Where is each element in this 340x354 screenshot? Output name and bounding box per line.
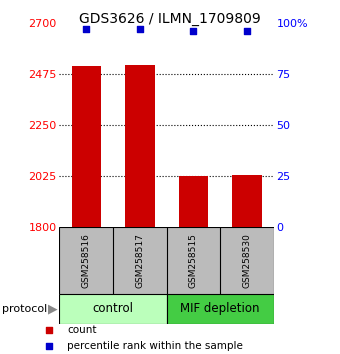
Text: count: count — [67, 325, 97, 335]
Text: control: control — [92, 302, 134, 315]
Text: GSM258516: GSM258516 — [82, 233, 91, 288]
Point — [84, 26, 89, 32]
Text: GSM258515: GSM258515 — [189, 233, 198, 288]
Text: GDS3626 / ILMN_1709809: GDS3626 / ILMN_1709809 — [79, 12, 261, 27]
Point — [46, 343, 51, 349]
Point — [191, 28, 196, 34]
Point — [244, 28, 250, 34]
Text: percentile rank within the sample: percentile rank within the sample — [67, 341, 243, 351]
Point — [137, 26, 142, 32]
Text: ▶: ▶ — [48, 302, 57, 315]
Bar — [71, 66, 101, 227]
Text: MIF depletion: MIF depletion — [181, 302, 260, 315]
Text: protocol: protocol — [2, 304, 47, 314]
Text: GSM258530: GSM258530 — [242, 233, 251, 288]
Text: GSM258517: GSM258517 — [135, 233, 144, 288]
Bar — [59, 294, 167, 324]
Bar — [178, 176, 208, 227]
Bar — [167, 294, 274, 324]
Bar — [232, 175, 262, 227]
Bar — [125, 65, 155, 227]
Point — [46, 327, 51, 332]
